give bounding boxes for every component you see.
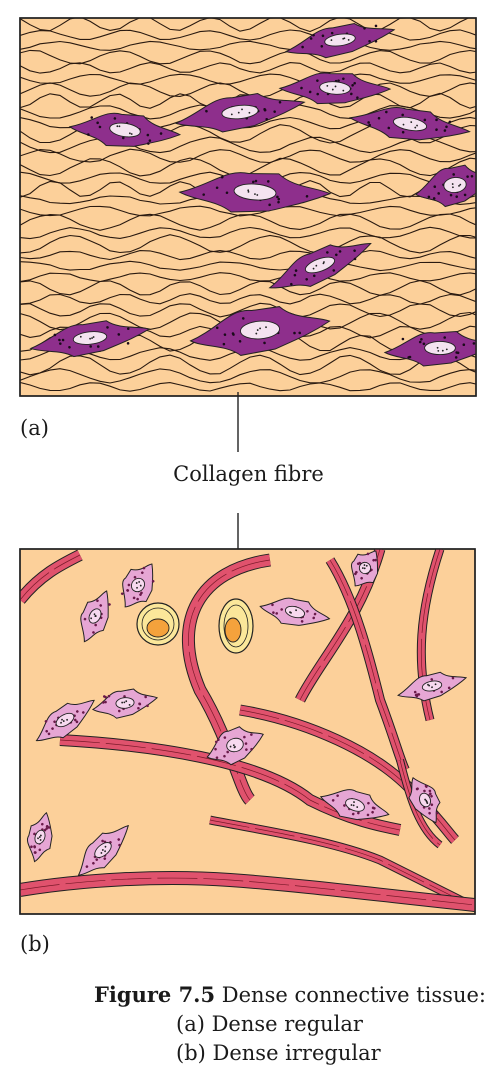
fibroblast-cell xyxy=(77,824,129,876)
fibroblast-cell xyxy=(383,330,476,367)
fibroblast-cell xyxy=(80,590,111,643)
fibroblast-cell xyxy=(174,93,306,133)
fibroblast-cell xyxy=(178,172,332,213)
fibroblast-cell xyxy=(348,107,471,141)
figure-caption: Figure 7.5 Dense connective tissue: (a) … xyxy=(94,980,486,1068)
collagen-fibre xyxy=(20,136,476,154)
fibroblast-cell xyxy=(206,726,264,766)
caption-line-a: (a) Dense regular xyxy=(176,1012,363,1036)
fibroblast-cell xyxy=(396,671,468,702)
panel-b-dense-irregular xyxy=(19,548,476,915)
fibroblast-cell xyxy=(268,243,372,289)
fat-cells xyxy=(136,598,254,654)
collagen-bundle xyxy=(20,871,475,912)
fibroblast-cell xyxy=(278,72,392,105)
fibroblast-cell xyxy=(27,811,53,863)
collagen-fibre xyxy=(20,368,476,384)
collagen-fibre xyxy=(20,280,476,296)
collagen-fibre xyxy=(20,272,476,283)
figure-title: Dense connective tissue: xyxy=(221,983,486,1007)
caption-line-b: (b) Dense irregular xyxy=(176,1041,381,1065)
collagen-bundles-irregular xyxy=(20,549,475,912)
fibroblast-cell xyxy=(189,306,331,356)
fat-cell-2 xyxy=(218,598,254,654)
fibroblast-cell xyxy=(68,112,182,147)
collagen-fibre-label: Collagen fibre xyxy=(173,462,324,486)
panel-a-dense-regular xyxy=(19,17,477,397)
fibroblast-cell xyxy=(414,164,476,208)
fibroblast-cell xyxy=(259,597,331,626)
collagen-fibre xyxy=(20,62,476,74)
collagen-fibre xyxy=(20,354,476,376)
collagen-bundle xyxy=(209,815,473,910)
collagen-fibre xyxy=(20,29,476,41)
collagen-fibre xyxy=(20,18,476,33)
figure-number: Figure 7.5 xyxy=(94,982,216,1007)
collagen-bundle xyxy=(325,557,410,773)
collagen-fibre xyxy=(20,40,476,51)
collagen-bundle xyxy=(20,549,83,604)
fat-cell-1 xyxy=(136,602,180,646)
collagen-fibre xyxy=(20,249,476,261)
collagen-fibre xyxy=(20,293,476,305)
fibroblast-cell xyxy=(351,550,379,587)
collagen-fibre xyxy=(20,260,476,272)
collagen-fibre xyxy=(20,73,476,85)
panel-label-a: (a) xyxy=(20,416,49,440)
fibroblasts-irregular xyxy=(27,550,468,876)
collagen-bundle xyxy=(181,553,271,805)
collagen-fibre xyxy=(20,82,476,98)
fibroblasts-regular xyxy=(29,23,476,367)
fibroblast-cell xyxy=(120,563,155,608)
collagen-fibre xyxy=(20,205,476,217)
collagen-fibre xyxy=(20,234,476,254)
fibroblast-cell xyxy=(35,699,95,742)
panel-label-b: (b) xyxy=(20,932,50,956)
fibroblast-cell xyxy=(91,688,159,719)
fibroblast-cell xyxy=(29,320,151,358)
collagen-fibre xyxy=(20,213,476,231)
fibroblast-cell xyxy=(284,23,396,59)
collagen-fibre xyxy=(20,148,476,164)
fibroblast-cell xyxy=(319,789,390,821)
collagen-bundle xyxy=(239,704,460,844)
collagen-fibre xyxy=(20,226,476,240)
collagen-bundle xyxy=(396,759,443,849)
collagen-fibre xyxy=(20,302,476,318)
collagen-bundle xyxy=(59,734,402,836)
fibroblast-cell xyxy=(408,776,441,824)
collagen-fibre xyxy=(20,381,476,392)
